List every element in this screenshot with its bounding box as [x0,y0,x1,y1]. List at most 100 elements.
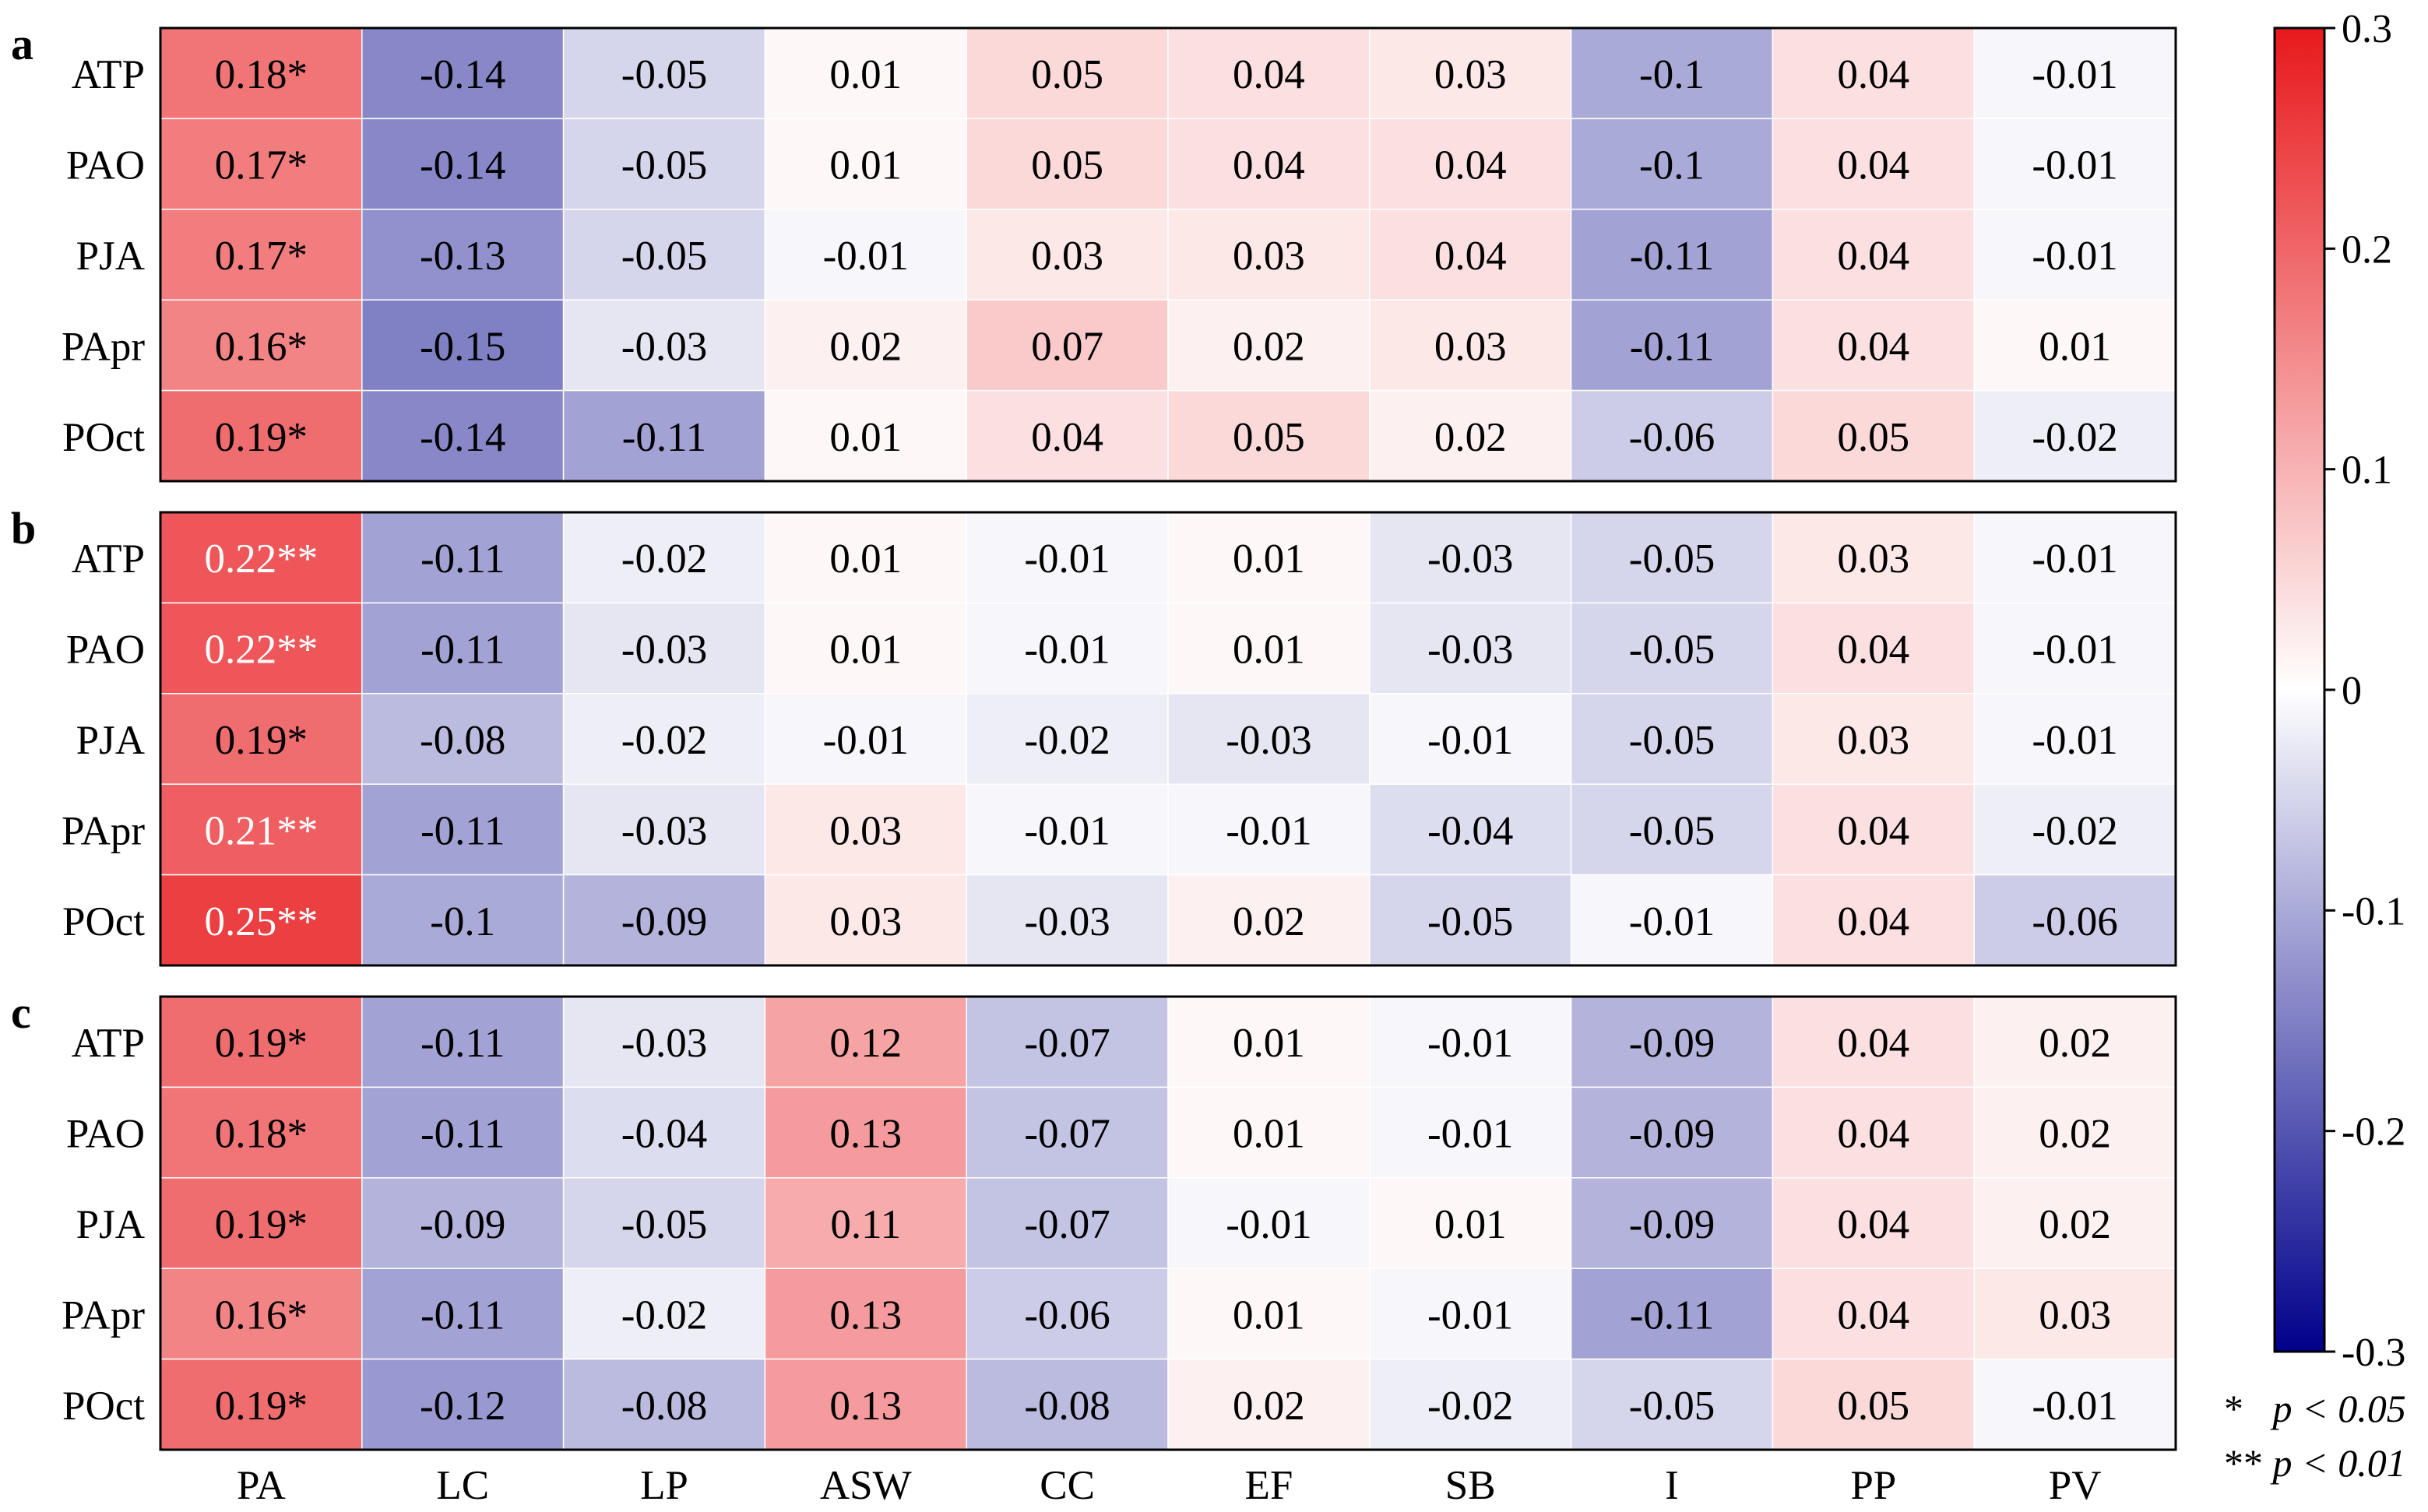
column-label: LC [436,1463,489,1508]
heatmap-cell [966,118,1169,210]
heatmap-cell [966,1268,1169,1360]
column-label: LP [640,1463,688,1508]
cell-value-label: 0.01 [829,52,902,97]
heatmap-cell [361,209,565,301]
panel-label: c [11,987,31,1038]
cell-value-label: 0.18* [215,1112,308,1157]
cell-value-label: 0.19* [215,718,308,763]
heatmap-cell [966,1358,1169,1450]
heatmap-cell [1973,1358,2176,1450]
cell-value-label: -0.09 [1629,1021,1715,1066]
cell-value-label: 0.13 [829,1384,902,1429]
cell-value-label: 0.04 [1837,1112,1909,1157]
cell-value-label: 0.02 [1233,899,1305,944]
row-label: POct [62,899,145,944]
colorbar-gradient [2273,26,2326,1353]
heatmap-cell [562,209,766,301]
cell-value-label: -0.03 [1427,536,1513,582]
panel-a: a 0.18* -0.14 -0.05 0.01 0.05 0.04 0.03 -0.1 0.04… [11,19,2177,483]
cell-value-label: 0.18* [215,52,308,97]
heatmap-cell [1369,299,1572,392]
colorbar-tick-label: 0.2 [2342,227,2392,272]
heatmap-cell [1772,1086,1975,1179]
cell-value-label: -0.01 [1427,718,1513,763]
heatmap-cell [562,1086,766,1179]
cell-value-label: 0.01 [829,415,902,460]
significance-text-2: p < 0.01 [2272,1441,2406,1485]
cell-value-label: 0.04 [1837,1202,1909,1247]
cell-value-label: 0.21** [205,808,318,853]
heatmap-cell [1570,996,1774,1088]
heatmap-cell [764,874,967,966]
cell-value-label: -0.01 [823,234,909,279]
heatmap-cell [1973,783,2176,876]
panel-frame [159,995,2177,1451]
cell-value-label: 0.17* [215,234,308,279]
colorbar-tick-label: -0.3 [2342,1331,2405,1375]
cell-value-label: -0.01 [1024,628,1110,673]
cell-value-label: -0.02 [2032,808,2117,853]
cell-value-label: 0.01 [1233,1021,1305,1066]
heatmap-cell [1772,1268,1975,1360]
cell-value-label: -0.07 [1024,1202,1110,1247]
cell-value-label: -0.08 [1024,1384,1110,1429]
significance-note-2: ** p < 0.01 [2224,1440,2406,1486]
cell-value-label: -0.01 [1427,1021,1513,1066]
cell-value-label: -0.03 [621,628,707,673]
column-label: CC [1040,1463,1095,1508]
heatmap-cell [1167,1358,1371,1450]
cell-value-label: 0.04 [1031,415,1103,460]
heatmap-cell [1369,874,1572,966]
heatmap-cell [1369,1268,1572,1360]
cell-value-label: 0.13 [829,1292,902,1338]
heatmap-cell [562,874,766,966]
heatmap-cell [160,874,363,966]
cell-value-label: 0.04 [1233,52,1305,97]
heatmap-cell [1167,874,1371,966]
cell-value-label: 0.01 [2039,324,2111,369]
colorbar-ticks: 0.3 0.2 0.1 0 -0.1 -0.2 -0.3 [2324,7,2405,1375]
row-label: ATP [72,1021,145,1066]
cell-value-label: -0.05 [621,143,707,188]
cell-value-label: -0.09 [1629,1112,1715,1157]
cell-value-label: -0.01 [1226,808,1311,853]
cell-value-label: -0.04 [1427,808,1513,853]
cell-value-label: -0.11 [1630,234,1714,279]
cell-value-label: -0.11 [421,1021,505,1066]
cell-value-label: 0.04 [1837,899,1909,944]
heatmap-cell [1772,118,1975,210]
heatmap-cell [1369,1086,1572,1179]
heatmap-cell [361,693,565,785]
cell-value-label: 0.04 [1837,1292,1909,1338]
cell-value-label: -0.03 [621,1021,707,1066]
row-label: PAO [66,628,145,673]
column-label: PV [2049,1463,2102,1508]
heatmap-cell [1369,996,1572,1088]
cell-value-label: 0.04 [1837,143,1909,188]
cell-value-label: 0.07 [1031,324,1103,369]
cell-value-label: 0.04 [1837,808,1909,853]
cell-value-label: -0.05 [621,1202,707,1247]
heatmap-cell [160,512,363,604]
cell-value-label: -0.09 [420,1202,505,1247]
heatmap-cell [1167,512,1371,604]
heatmap-cell [361,783,565,876]
cell-value-label: -0.02 [621,536,707,582]
row-label: POct [62,415,145,460]
cell-value-label: -0.09 [621,899,707,944]
heatmap-cell [562,118,766,210]
heatmap-cell [1369,602,1572,694]
colorbar-tick-label: 0.3 [2342,7,2392,51]
heatmap-cell [764,27,967,120]
cell-value-label: -0.06 [2032,899,2117,944]
heatmap-cell [361,1177,565,1269]
row-label: POct [62,1384,145,1429]
colorbar-tick-label: -0.2 [2342,1110,2405,1155]
row-label: ATP [72,52,145,97]
row-label: PAO [66,143,145,188]
cell-value-label: -0.06 [1629,415,1715,460]
cell-value-label: -0.05 [1427,899,1513,944]
cell-value-label: 0.01 [829,143,902,188]
heatmap-cell [1167,602,1371,694]
